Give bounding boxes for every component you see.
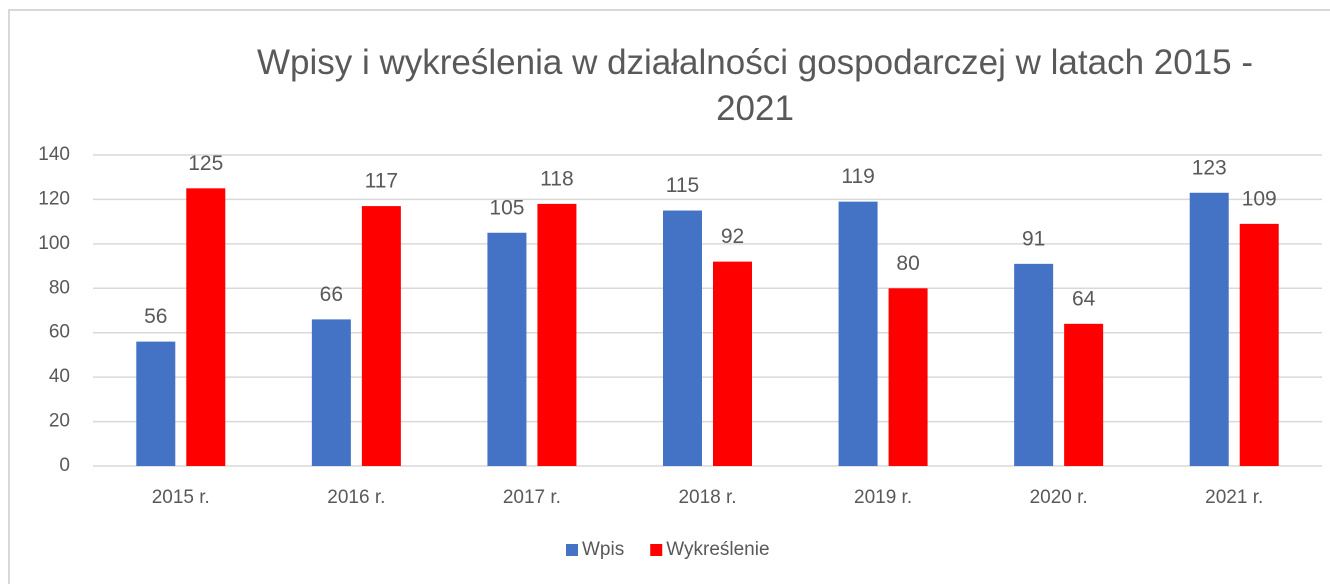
- y-tick-label: 60: [49, 322, 70, 343]
- y-tick-label: 120: [38, 188, 70, 209]
- bar: [1239, 223, 1279, 466]
- y-tick-label: 20: [49, 411, 70, 432]
- x-tick-label: 2018 r.: [678, 487, 736, 508]
- data-label: 117: [365, 170, 398, 193]
- y-tick-label: 40: [49, 366, 70, 387]
- data-label: 105: [489, 196, 524, 219]
- bar: [1014, 263, 1054, 466]
- chart-title: Wpisy i wykreślenia w działalności gospo…: [257, 43, 1253, 128]
- x-tick-label: 2020 r.: [1030, 487, 1088, 508]
- bar: [663, 210, 702, 466]
- x-tick-label: 2019 r.: [854, 487, 912, 508]
- x-tick-label: 2015 r.: [152, 487, 210, 508]
- bar: [838, 201, 878, 466]
- y-tick-label: 0: [59, 455, 70, 476]
- chart-border: [8, 9, 1330, 584]
- legend-swatch: [650, 544, 663, 556]
- data-label: 66: [320, 283, 343, 306]
- bar: [186, 188, 226, 467]
- data-label: 123: [1192, 156, 1227, 179]
- data-label: 119: [841, 165, 874, 188]
- y-tick-label: 80: [49, 277, 70, 298]
- bar: [136, 341, 176, 466]
- y-tick-label: 100: [38, 233, 70, 254]
- data-label: 64: [1072, 287, 1096, 310]
- bar: [1064, 323, 1104, 466]
- legend-label: Wykreślenie: [666, 539, 769, 560]
- x-tick-label: 2016 r.: [327, 487, 385, 508]
- bar: [1189, 192, 1229, 466]
- data-label: 109: [1242, 187, 1277, 210]
- bar: [713, 261, 752, 466]
- x-tick-label: 2021 r.: [1205, 487, 1263, 508]
- bar: [487, 232, 527, 466]
- bar: [361, 206, 401, 467]
- data-label: 56: [144, 305, 167, 328]
- data-label: 115: [666, 174, 699, 197]
- x-tick-label: 2017 r.: [503, 487, 561, 508]
- data-label: 91: [1022, 227, 1045, 250]
- bar: [888, 288, 928, 466]
- y-tick-label: 140: [38, 144, 70, 165]
- data-label: 80: [896, 252, 919, 275]
- legend-label: Wpis: [582, 539, 624, 560]
- bar: [537, 203, 577, 466]
- bar: [311, 319, 351, 466]
- data-label: 92: [721, 225, 744, 248]
- data-label: 118: [540, 167, 573, 190]
- legend-swatch: [566, 544, 578, 556]
- data-label: 125: [188, 152, 223, 175]
